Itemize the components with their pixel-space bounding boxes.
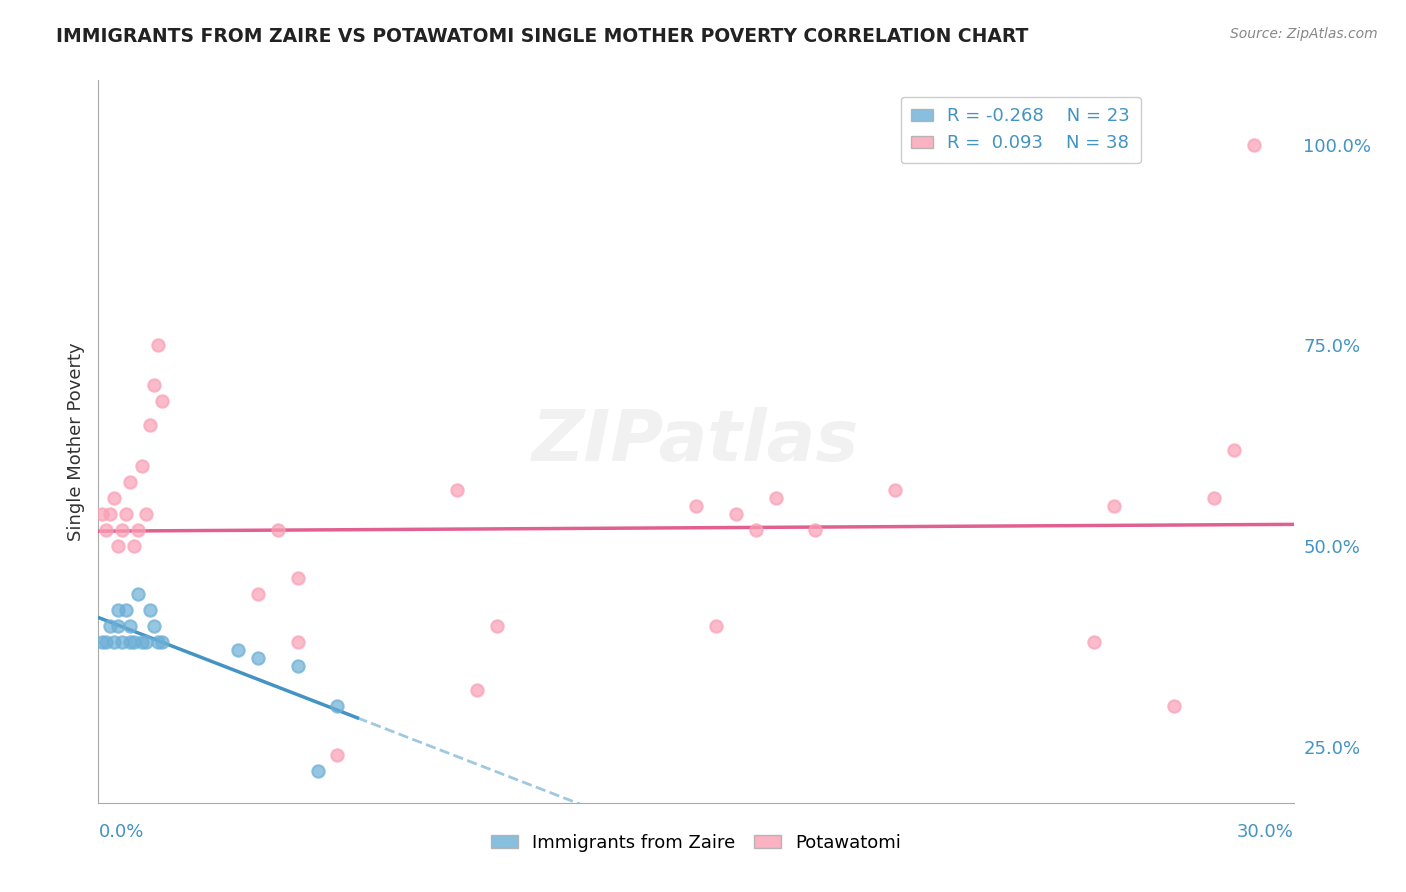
- Point: [526, 812, 548, 826]
- Point: [98, 619, 122, 633]
- Point: [267, 523, 290, 537]
- Point: [98, 507, 122, 521]
- Point: [103, 635, 125, 649]
- Point: [107, 619, 129, 633]
- Point: [120, 619, 142, 633]
- Point: [246, 587, 269, 601]
- Point: [465, 683, 488, 698]
- Legend: Immigrants from Zaire, Potawatomi: Immigrants from Zaire, Potawatomi: [484, 826, 908, 859]
- Point: [143, 378, 166, 392]
- Point: [446, 483, 468, 497]
- Point: [131, 635, 153, 649]
- Text: IMMIGRANTS FROM ZAIRE VS POTAWATOMI SINGLE MOTHER POVERTY CORRELATION CHART: IMMIGRANTS FROM ZAIRE VS POTAWATOMI SING…: [56, 27, 1029, 45]
- Point: [1223, 442, 1246, 457]
- Point: [307, 764, 329, 778]
- Text: 30.0%: 30.0%: [1237, 822, 1294, 841]
- Point: [131, 458, 153, 473]
- Point: [287, 659, 309, 673]
- Point: [148, 635, 170, 649]
- Point: [704, 619, 727, 633]
- Point: [150, 394, 173, 409]
- Point: [148, 338, 170, 352]
- Point: [96, 635, 118, 649]
- Point: [246, 651, 269, 665]
- Point: [107, 603, 129, 617]
- Point: [226, 643, 249, 657]
- Point: [96, 523, 118, 537]
- Point: [804, 523, 827, 537]
- Point: [135, 635, 157, 649]
- Point: [135, 507, 157, 521]
- Point: [745, 523, 768, 537]
- Point: [91, 507, 114, 521]
- Point: [107, 539, 129, 553]
- Point: [115, 603, 138, 617]
- Point: [287, 635, 309, 649]
- Point: [139, 603, 162, 617]
- Point: [115, 507, 138, 521]
- Point: [103, 491, 125, 505]
- Point: [91, 635, 114, 649]
- Point: [326, 699, 349, 714]
- Point: [1083, 635, 1105, 649]
- Point: [143, 619, 166, 633]
- Point: [111, 635, 134, 649]
- Point: [1202, 491, 1225, 505]
- Text: 0.0%: 0.0%: [98, 822, 143, 841]
- Point: [287, 571, 309, 585]
- Point: [150, 635, 173, 649]
- Point: [1104, 499, 1126, 513]
- Point: [124, 635, 146, 649]
- Point: [1163, 699, 1185, 714]
- Text: ZIPatlas: ZIPatlas: [533, 407, 859, 476]
- Point: [111, 523, 134, 537]
- Point: [124, 539, 146, 553]
- Text: Source: ZipAtlas.com: Source: ZipAtlas.com: [1230, 27, 1378, 41]
- Point: [724, 507, 747, 521]
- Point: [139, 418, 162, 433]
- Point: [326, 747, 349, 762]
- Point: [485, 619, 508, 633]
- Point: [120, 635, 142, 649]
- Point: [127, 587, 149, 601]
- Point: [127, 523, 149, 537]
- Point: [765, 491, 787, 505]
- Y-axis label: Single Mother Poverty: Single Mother Poverty: [66, 343, 84, 541]
- Point: [685, 499, 707, 513]
- Point: [1243, 137, 1265, 152]
- Point: [120, 475, 142, 489]
- Point: [884, 483, 907, 497]
